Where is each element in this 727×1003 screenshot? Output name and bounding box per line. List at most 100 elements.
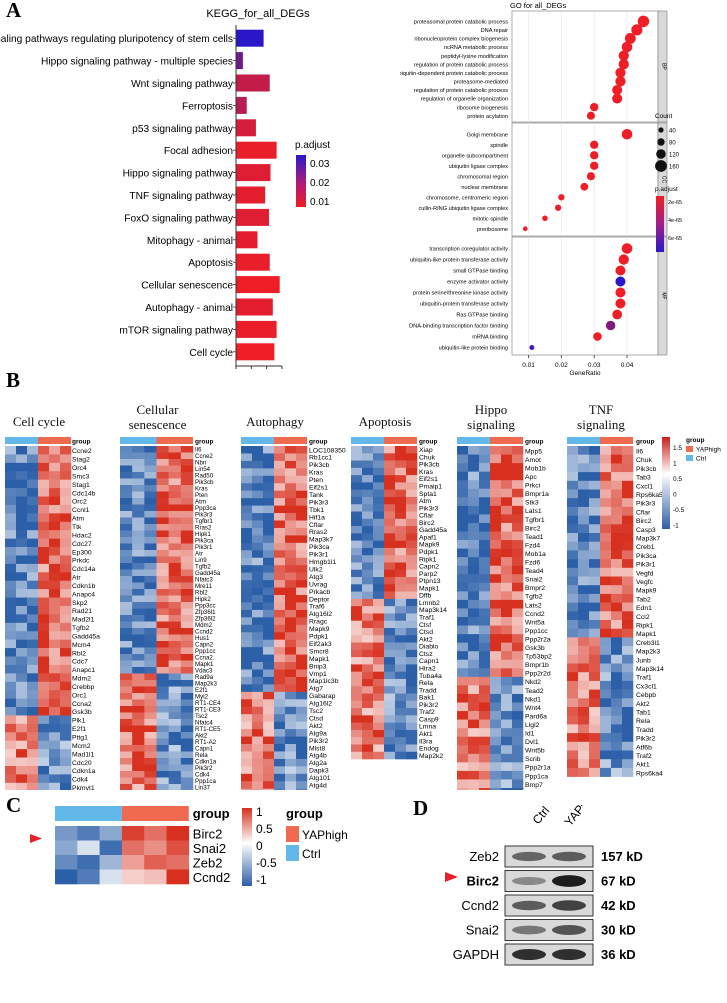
heatmap-cell	[296, 595, 308, 603]
heatmap-cell	[252, 520, 264, 529]
go-term-label: protein serine/threonine kinase activity	[413, 291, 508, 297]
heatmap-gene-label: Capn1	[195, 745, 214, 752]
kegg-bar	[236, 320, 277, 338]
heatmap-cell	[144, 569, 157, 577]
heatmap-cell	[512, 719, 524, 729]
heatmap-cell	[589, 663, 601, 673]
heatmap-gene-label: Cdk4	[72, 777, 88, 784]
heatmap-cell	[622, 707, 634, 716]
heatmap-cell	[611, 550, 623, 560]
heatmap-cell	[132, 693, 145, 700]
heatmap-gene-label: Akt2	[309, 723, 323, 730]
heatmap-cell	[479, 522, 491, 532]
heatmap-cell	[132, 680, 145, 687]
birc2-arrow-icon	[30, 834, 42, 843]
heatmap-cell	[49, 707, 61, 716]
go-dot	[624, 33, 636, 44]
lane-label-sup: high	[576, 805, 593, 808]
heatmap-cell	[49, 639, 61, 649]
heatmap-cell	[578, 593, 590, 603]
heatmap-gene-label: Casp9	[419, 716, 439, 723]
heatmap-cell	[38, 454, 50, 464]
heatmap-cell	[27, 648, 39, 657]
heatmap-cell	[395, 649, 407, 658]
heatmap-cell	[132, 530, 145, 538]
heatmap-cell	[49, 622, 61, 632]
heatmap-cell	[457, 625, 469, 635]
heatmap-cell	[578, 741, 590, 751]
heatmap-cell	[351, 569, 363, 578]
heatmap-cell	[252, 535, 264, 544]
heatmap-cell	[38, 488, 50, 497]
heatmap-cell	[501, 497, 513, 507]
heatmap-cell	[38, 530, 50, 539]
heatmap-cell	[600, 489, 612, 499]
heatmap-cell	[49, 715, 61, 725]
heatmap-cell	[27, 707, 39, 716]
heatmap-cell	[132, 589, 145, 596]
heatmap-cell	[611, 663, 623, 673]
heatmap-cell	[5, 454, 17, 464]
heatmap-cell	[252, 744, 264, 752]
heatmap-cell	[180, 706, 194, 713]
heatmap-cell	[351, 496, 363, 505]
heatmap-cell	[622, 654, 634, 664]
heatmap-gene-label: Pik3r2	[636, 736, 655, 743]
heatmap-cell	[622, 620, 634, 629]
heatmap-cell	[285, 699, 297, 708]
heatmap-cell	[479, 531, 491, 541]
heatmap-cell	[468, 565, 480, 575]
heatmap-gene-label: Traf2	[636, 753, 652, 760]
kegg-bar	[236, 29, 264, 47]
heatmap-cell	[60, 664, 72, 674]
heatmap-gene-label: Crebbp	[72, 684, 95, 691]
heatmap-cell	[490, 702, 502, 712]
heatmap-cell	[622, 611, 634, 621]
heatmap-cell	[144, 738, 157, 746]
heatmap-cell	[144, 621, 157, 629]
heatmap-cell	[296, 475, 308, 484]
heatmap-cell	[395, 511, 407, 520]
heatmap-cell	[168, 491, 182, 499]
heatmap-cell	[501, 557, 513, 566]
heatmap-cell	[38, 723, 50, 733]
heatmap-cell	[373, 635, 385, 643]
heatmap-group-bar-ctrl	[241, 437, 274, 444]
heatmap-cell	[406, 642, 418, 651]
heatmap-cell	[457, 770, 469, 780]
heatmap-cell	[578, 628, 590, 638]
heatmap-cell	[120, 777, 133, 785]
heatmap-cell	[479, 728, 491, 737]
heatmap-cell	[468, 770, 480, 780]
go-term-label: regulation of protein catabolic process	[414, 62, 508, 68]
heatmap-cell	[406, 686, 418, 694]
heatmap-group-bar-ctrl	[457, 437, 490, 444]
heatmap-cell	[479, 668, 491, 678]
heatmap-cell	[156, 738, 169, 746]
kegg-bar	[236, 231, 258, 249]
heatmap-cell	[132, 485, 145, 492]
heatmap-cell	[296, 587, 308, 596]
heatmap-cell	[132, 771, 145, 778]
heatmap-cell	[578, 689, 590, 699]
heatmap-cell	[5, 605, 17, 615]
heatmap-cell	[501, 651, 513, 661]
heatmap-cell	[38, 622, 50, 632]
c-heatmap-cell	[77, 855, 100, 870]
heatmap-cell	[373, 562, 385, 571]
heatmap-cell	[512, 711, 524, 720]
heatmap-cell	[362, 678, 374, 687]
heatmap-cell	[395, 613, 407, 622]
heatmap-cell	[457, 574, 469, 584]
heatmap-cell	[395, 598, 407, 607]
heatmap-cell	[501, 676, 513, 686]
heatmap-cell	[156, 472, 169, 479]
heatmap-cell	[60, 521, 72, 531]
heatmap-cell	[27, 673, 39, 683]
heatmap-gene-label: Junb	[636, 657, 651, 664]
heatmap-cell	[373, 649, 385, 658]
heatmap-cell	[144, 602, 157, 609]
heatmap-cell	[120, 771, 133, 778]
heatmap-cell	[512, 676, 524, 686]
heatmap-cell	[406, 555, 418, 563]
